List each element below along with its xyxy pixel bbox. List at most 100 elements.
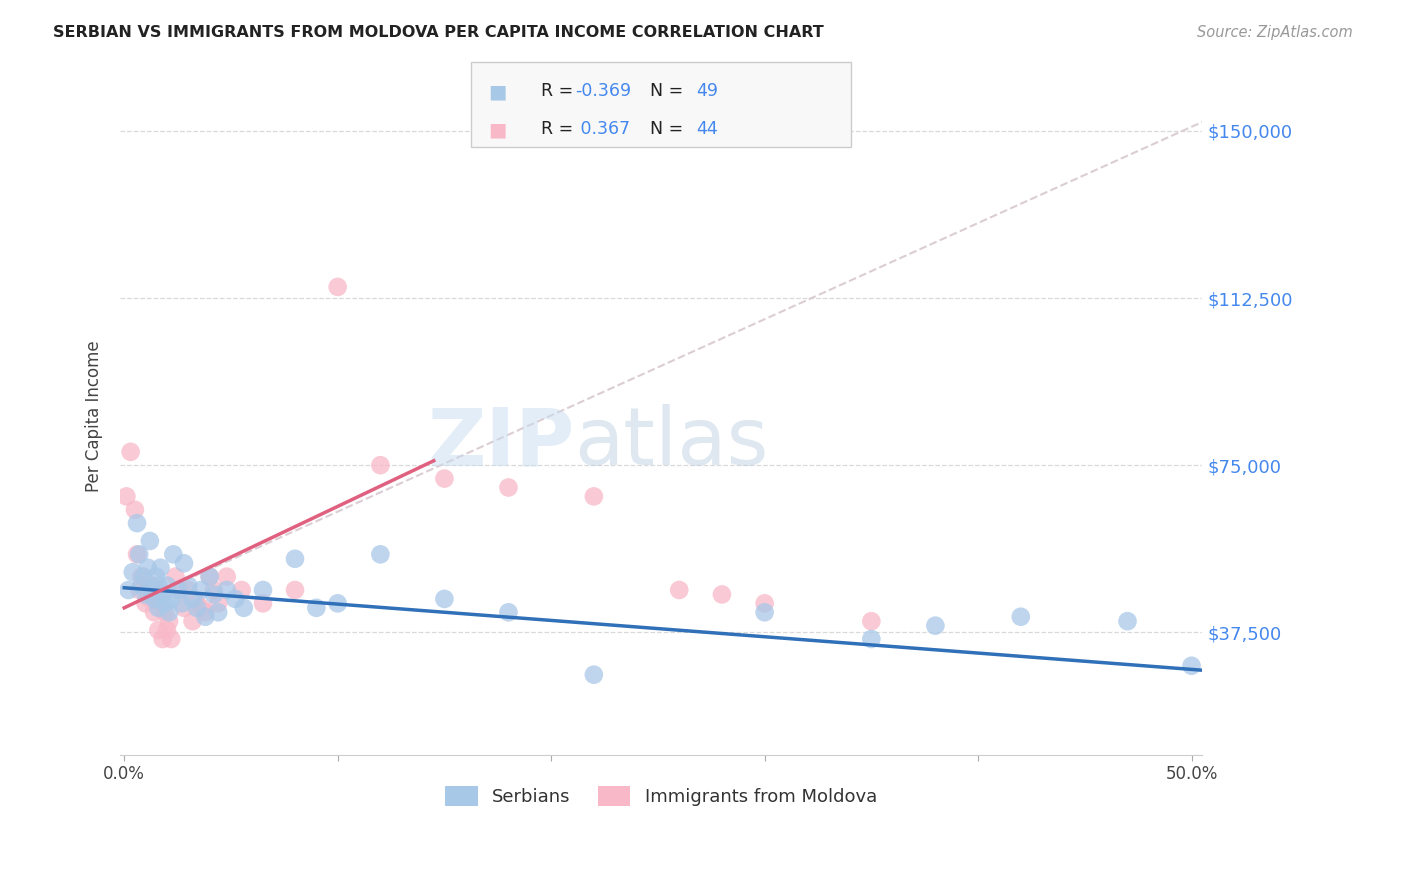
Point: [148, 578, 170, 592]
Text: 0.367: 0.367: [575, 120, 630, 138]
Point: [135, 596, 157, 610]
Point: [198, 569, 221, 583]
Point: [924, 618, 946, 632]
Point: [143, 591, 166, 606]
Point: [165, 569, 187, 583]
Point: [166, 582, 188, 597]
Point: [754, 605, 776, 619]
Point: [136, 560, 159, 574]
Point: [207, 605, 229, 619]
Point: [668, 582, 690, 597]
Text: R =: R =: [541, 82, 574, 100]
Text: atlas: atlas: [575, 404, 769, 483]
Point: [305, 600, 328, 615]
Point: [198, 569, 221, 583]
Y-axis label: Per Capita Income: Per Capita Income: [86, 341, 103, 492]
Point: [215, 582, 238, 597]
Point: [194, 605, 217, 619]
Legend: Serbians, Immigrants from Moldova: Serbians, Immigrants from Moldova: [439, 779, 884, 814]
Point: [754, 596, 776, 610]
Point: [190, 600, 212, 615]
Point: [284, 582, 307, 597]
Point: [145, 569, 167, 583]
Point: [141, 578, 163, 592]
Text: N =: N =: [650, 82, 683, 100]
Point: [202, 582, 225, 597]
Point: [252, 596, 274, 610]
Point: [143, 605, 166, 619]
Text: ■: ■: [488, 82, 506, 101]
Point: [148, 600, 170, 615]
Text: 49: 49: [696, 82, 718, 100]
Point: [177, 582, 200, 597]
Text: SERBIAN VS IMMIGRANTS FROM MOLDOVA PER CAPITA INCOME CORRELATION CHART: SERBIAN VS IMMIGRANTS FROM MOLDOVA PER C…: [53, 25, 824, 40]
Point: [190, 582, 212, 597]
Text: R =: R =: [541, 120, 574, 138]
Point: [194, 609, 217, 624]
Point: [160, 632, 183, 646]
Text: N =: N =: [650, 120, 683, 138]
Point: [860, 632, 883, 646]
Point: [433, 591, 456, 606]
Point: [170, 596, 193, 610]
Point: [181, 591, 204, 606]
Point: [152, 632, 174, 646]
Point: [860, 614, 883, 628]
Point: [153, 596, 176, 610]
Point: [215, 569, 238, 583]
Point: [128, 582, 150, 597]
Point: [132, 578, 155, 592]
Point: [115, 489, 138, 503]
Text: 44: 44: [696, 120, 717, 138]
Point: [124, 502, 146, 516]
Point: [433, 472, 456, 486]
Point: [160, 591, 183, 606]
Text: -0.369: -0.369: [575, 82, 631, 100]
Point: [141, 582, 163, 597]
Point: [370, 547, 392, 561]
Point: [186, 600, 208, 615]
Point: [162, 547, 184, 561]
Point: [132, 569, 155, 583]
Point: [125, 516, 148, 530]
Point: [169, 582, 191, 597]
Point: [498, 481, 520, 495]
Text: ZIP: ZIP: [427, 404, 575, 483]
Point: [153, 605, 176, 619]
Point: [117, 582, 139, 597]
Text: ■: ■: [488, 120, 506, 139]
Point: [202, 587, 225, 601]
Point: [326, 596, 349, 610]
Point: [231, 582, 253, 597]
Point: [207, 596, 229, 610]
Point: [284, 551, 307, 566]
Point: [157, 605, 180, 619]
Point: [1010, 609, 1032, 624]
Point: [136, 582, 159, 597]
Point: [120, 445, 142, 459]
Point: [232, 600, 254, 615]
Point: [152, 587, 174, 601]
Point: [145, 582, 167, 597]
Point: [139, 533, 162, 548]
Point: [252, 582, 274, 597]
Point: [582, 489, 605, 503]
Point: [125, 547, 148, 561]
Point: [1116, 614, 1139, 628]
Point: [186, 596, 208, 610]
Point: [131, 569, 153, 583]
Point: [131, 578, 153, 592]
Point: [148, 623, 170, 637]
Point: [149, 560, 172, 574]
Point: [149, 596, 172, 610]
Text: Source: ZipAtlas.com: Source: ZipAtlas.com: [1197, 25, 1353, 40]
Point: [173, 600, 195, 615]
Point: [173, 556, 195, 570]
Point: [128, 547, 150, 561]
Point: [326, 280, 349, 294]
Point: [121, 565, 143, 579]
Point: [139, 591, 162, 606]
Point: [1180, 658, 1202, 673]
Point: [177, 578, 200, 592]
Point: [370, 458, 392, 473]
